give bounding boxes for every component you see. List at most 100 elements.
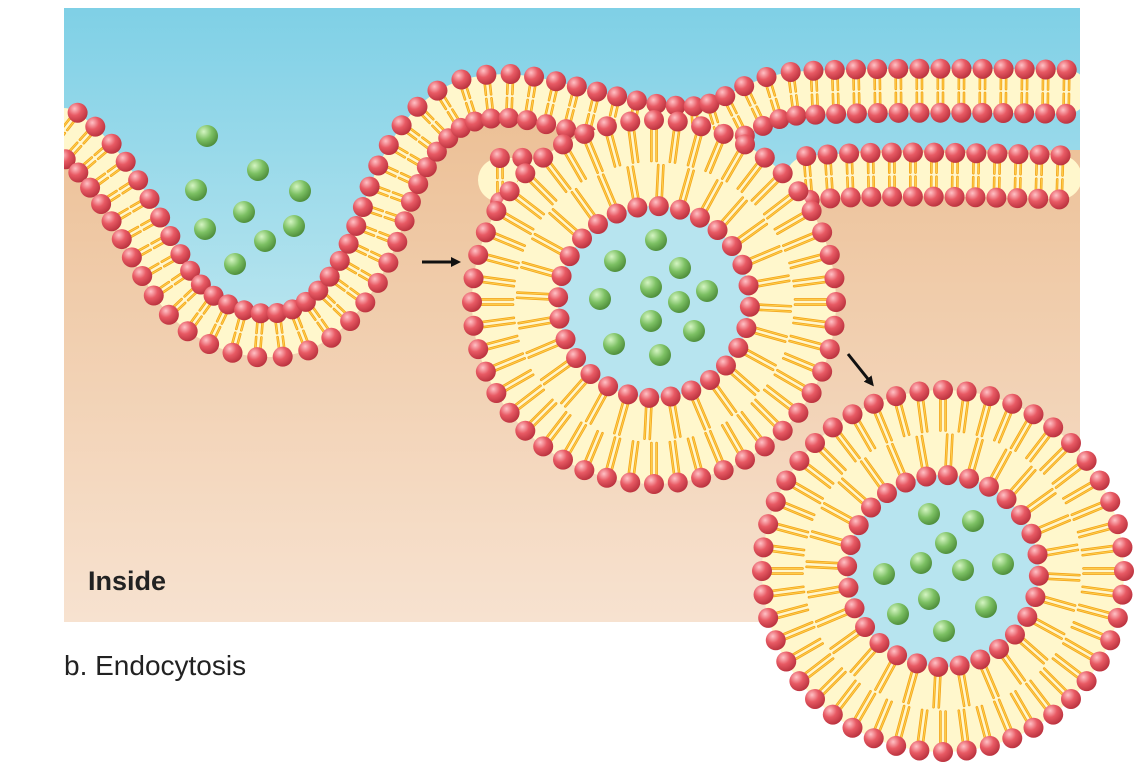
lipid-tail — [531, 232, 566, 256]
lipid-head-icon — [895, 472, 916, 493]
lipid-tail — [333, 277, 349, 292]
lipid-tail — [140, 217, 156, 231]
lipid-tail — [291, 314, 304, 331]
lipid-head-icon — [416, 157, 437, 178]
lipid-tail — [1070, 621, 1106, 641]
lipid-head-icon — [989, 638, 1010, 659]
lipid-head-icon — [902, 142, 923, 163]
lipid-head-icon — [170, 244, 191, 265]
lipid-tail — [208, 323, 222, 340]
lipid-tail — [792, 316, 829, 329]
lipid-head-icon — [949, 655, 970, 676]
lipid-tail — [431, 120, 446, 136]
cargo-particle-icon — [918, 503, 940, 525]
lipid-tail — [829, 628, 862, 655]
lipid-tail — [993, 408, 1013, 444]
lipid-tail — [64, 131, 67, 137]
lipid-head-icon — [463, 268, 484, 289]
lipid-head-icon — [512, 147, 533, 168]
lipid-head-icon — [1049, 189, 1070, 210]
lipid-tail — [570, 187, 597, 221]
lipid-tail — [563, 421, 588, 456]
lipid-head-icon — [617, 384, 638, 405]
lipid-tail — [1041, 76, 1050, 91]
lipid-head-icon — [1043, 704, 1064, 725]
lipid-tail — [560, 376, 589, 408]
lipid-tail — [483, 253, 520, 270]
lipid-tail — [765, 82, 777, 99]
lipid-tail — [750, 105, 764, 122]
lipid-head-icon — [352, 197, 373, 218]
lipid-head-icon — [817, 144, 838, 165]
lipid-head-icon — [842, 717, 863, 738]
lipid-tail — [1041, 595, 1077, 612]
lipid-head-icon — [574, 123, 595, 144]
lipid-head-icon — [177, 321, 198, 342]
lipid-head-icon — [820, 188, 841, 209]
lipid-tail — [568, 92, 579, 108]
lipid-head-icon — [128, 170, 149, 191]
lipid-head-icon — [607, 86, 628, 107]
lipid-tail — [902, 669, 919, 705]
lipid-head-icon — [869, 632, 890, 653]
lipid-head-icon — [1089, 651, 1110, 672]
lipid-tail — [344, 261, 360, 275]
lipid-tail — [393, 145, 409, 159]
lipid-tail — [464, 100, 477, 116]
lipid-tail — [773, 368, 808, 393]
lipid-tail — [915, 91, 924, 107]
lipid-tail — [993, 698, 1013, 734]
lipid-tail — [750, 175, 781, 206]
lipid-tail — [802, 653, 835, 680]
lipid-tail — [894, 91, 903, 107]
lipid-tail — [720, 148, 745, 183]
lipid-head-icon — [644, 474, 664, 494]
lipid-head-icon — [965, 187, 986, 208]
lipid-head-icon — [805, 104, 826, 125]
lipid-tail — [235, 316, 246, 332]
lipid-head-icon — [1100, 630, 1121, 651]
lipid-head-icon — [218, 294, 239, 315]
lipid-tail — [526, 82, 537, 99]
lipid-head-icon — [882, 186, 903, 207]
lipid-head-icon — [715, 86, 736, 107]
lipid-head-icon — [499, 181, 520, 202]
lipid-tail — [750, 398, 781, 429]
lipid-head-icon — [888, 102, 909, 123]
lipid-tail — [951, 159, 959, 175]
lipid-tail — [873, 91, 882, 107]
lipid-head-icon — [803, 60, 824, 81]
lipid-head-icon — [1056, 59, 1077, 80]
lipid-head-icon — [753, 537, 774, 558]
lipid-head-icon — [660, 386, 681, 407]
lipid-tail — [1045, 572, 1081, 582]
lipid-head-icon — [996, 489, 1017, 510]
lipid-head-icon — [546, 71, 567, 92]
lipid-head-icon — [1021, 523, 1042, 544]
lipid-head-icon — [689, 207, 710, 228]
lipid-head-icon — [805, 688, 826, 709]
lipid-tail — [668, 440, 681, 477]
lipid-head-icon — [928, 656, 949, 677]
lipid-head-icon — [909, 58, 930, 79]
lipid-head-icon — [1043, 417, 1064, 438]
lipid-tail — [605, 436, 622, 473]
lipid-head-icon — [1028, 565, 1049, 586]
lipid-tail — [742, 348, 777, 372]
lipid-tail — [768, 567, 804, 575]
lipid-head-icon — [867, 59, 888, 80]
lipid-tail — [405, 126, 421, 141]
lipid-head-icon — [626, 90, 647, 111]
lipid-head-icon — [933, 742, 953, 762]
lipid-tail — [115, 207, 132, 221]
lipid-tail — [524, 98, 535, 114]
lipid-tail — [406, 153, 423, 167]
lipid-head-icon — [620, 111, 641, 132]
lipid-head-icon — [553, 134, 573, 155]
lipid-tail — [126, 225, 142, 239]
lipid-head-icon — [1060, 433, 1081, 454]
lipid-tail — [999, 75, 1008, 91]
lipid-tail — [831, 92, 840, 108]
lipid-tail — [1014, 160, 1023, 176]
cargo-particle-icon — [603, 333, 625, 355]
